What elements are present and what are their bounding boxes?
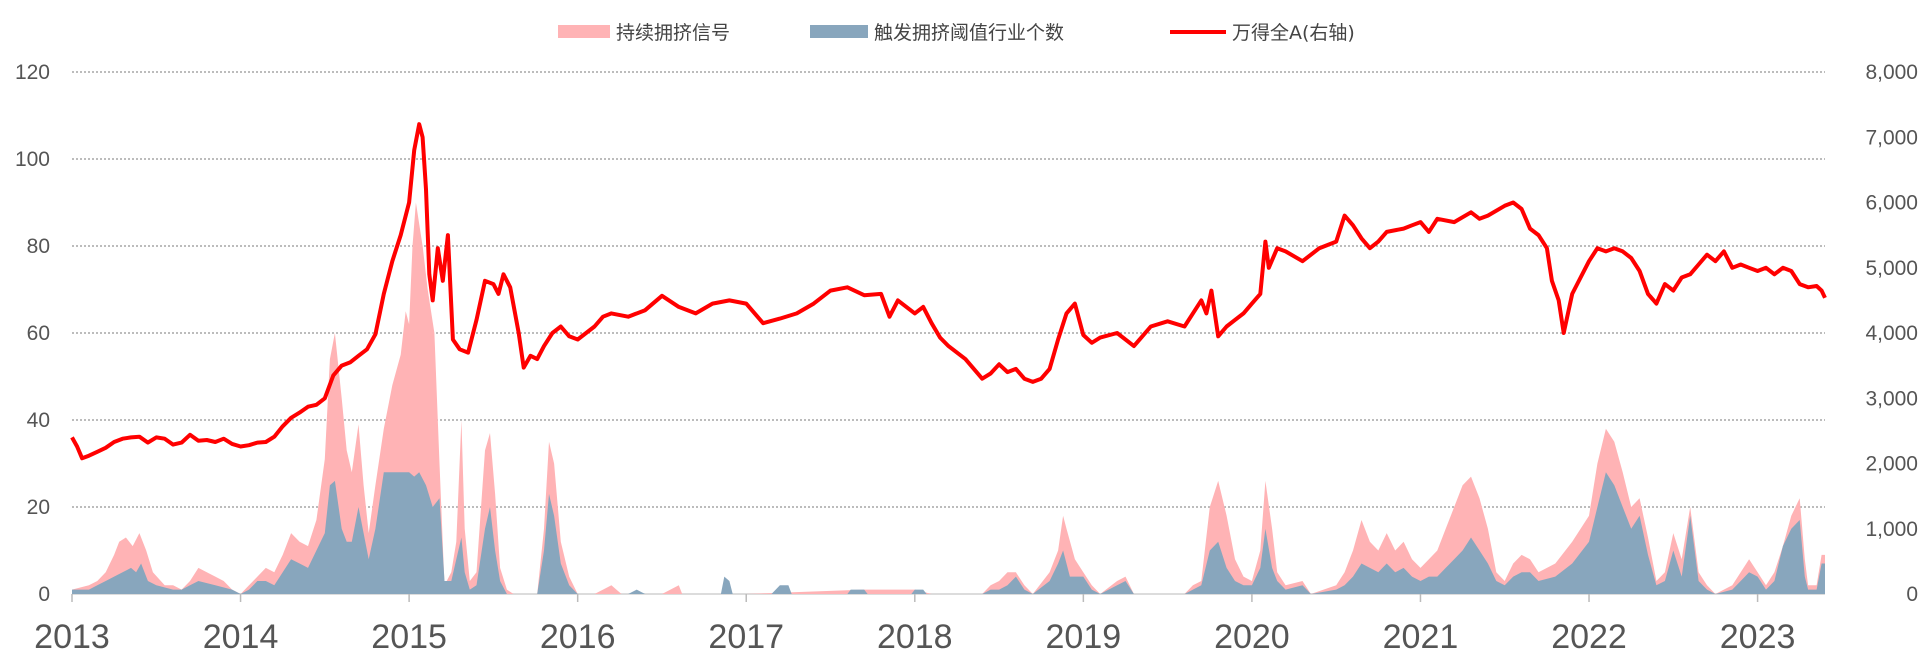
legend-item-3: 万得全A(右轴) [1170,22,1355,44]
y-right-tick-label: 7,000 [1865,126,1918,149]
x-tick-label: 2016 [540,618,616,656]
y-right-tick-label: 1,000 [1865,518,1918,541]
legend-label: 触发拥挤阈值行业个数 [874,22,1064,44]
y-left-tick-label: 20 [27,496,50,519]
legend-swatch [558,25,610,38]
y-right-tick-label: 6,000 [1865,192,1918,215]
y-right-tick-label: 8,000 [1865,61,1918,84]
axes: 0 20 40 60 80 100 120 0 1,000 2,000 3,000 4,000 5,00… [15,61,1918,656]
y-left-tick-label: 60 [27,322,50,345]
y-right-tick-label: 3,000 [1865,387,1918,410]
x-tick-label: 2023 [1720,618,1796,656]
x-tick-label: 2017 [708,618,784,656]
x-tick-label: 2019 [1046,618,1122,656]
x-tick-label: 2021 [1383,618,1459,656]
x-tick-label: 2013 [34,618,110,656]
series-area-2 [72,472,1825,594]
x-tick-label: 2022 [1551,618,1627,656]
y-right-tick-label: 5,000 [1865,257,1918,280]
legend: 持续拥挤信号 触发拥挤阈值行业个数 万得全A(右轴) [558,22,1355,44]
legend-item-2: 触发拥挤阈值行业个数 [810,22,1064,44]
area-layers [72,202,1825,594]
legend-item-1: 持续拥挤信号 [558,22,730,44]
series-area-1 [72,202,1825,594]
x-tick-label: 2018 [877,618,953,656]
series-line-1 [70,122,1827,461]
y-left-tick-label: 100 [15,148,50,171]
x-tick-label: 2014 [203,618,279,656]
y-right-tick-label: 0 [1906,583,1918,606]
legend-label: 万得全A(右轴) [1232,22,1355,44]
legend-swatch [810,25,868,38]
x-tick-label: 2015 [371,618,447,656]
y-right-tick-label: 2,000 [1865,453,1918,476]
y-left-tick-label: 80 [27,235,50,258]
y-left-tick-label: 0 [38,583,50,606]
y-left-tick-label: 120 [15,61,50,84]
x-tick-label: 2020 [1214,618,1290,656]
legend-label: 持续拥挤信号 [616,22,730,44]
y-right-tick-label: 4,000 [1865,322,1918,345]
line-layers [70,122,1827,461]
y-left-tick-label: 40 [27,409,50,432]
